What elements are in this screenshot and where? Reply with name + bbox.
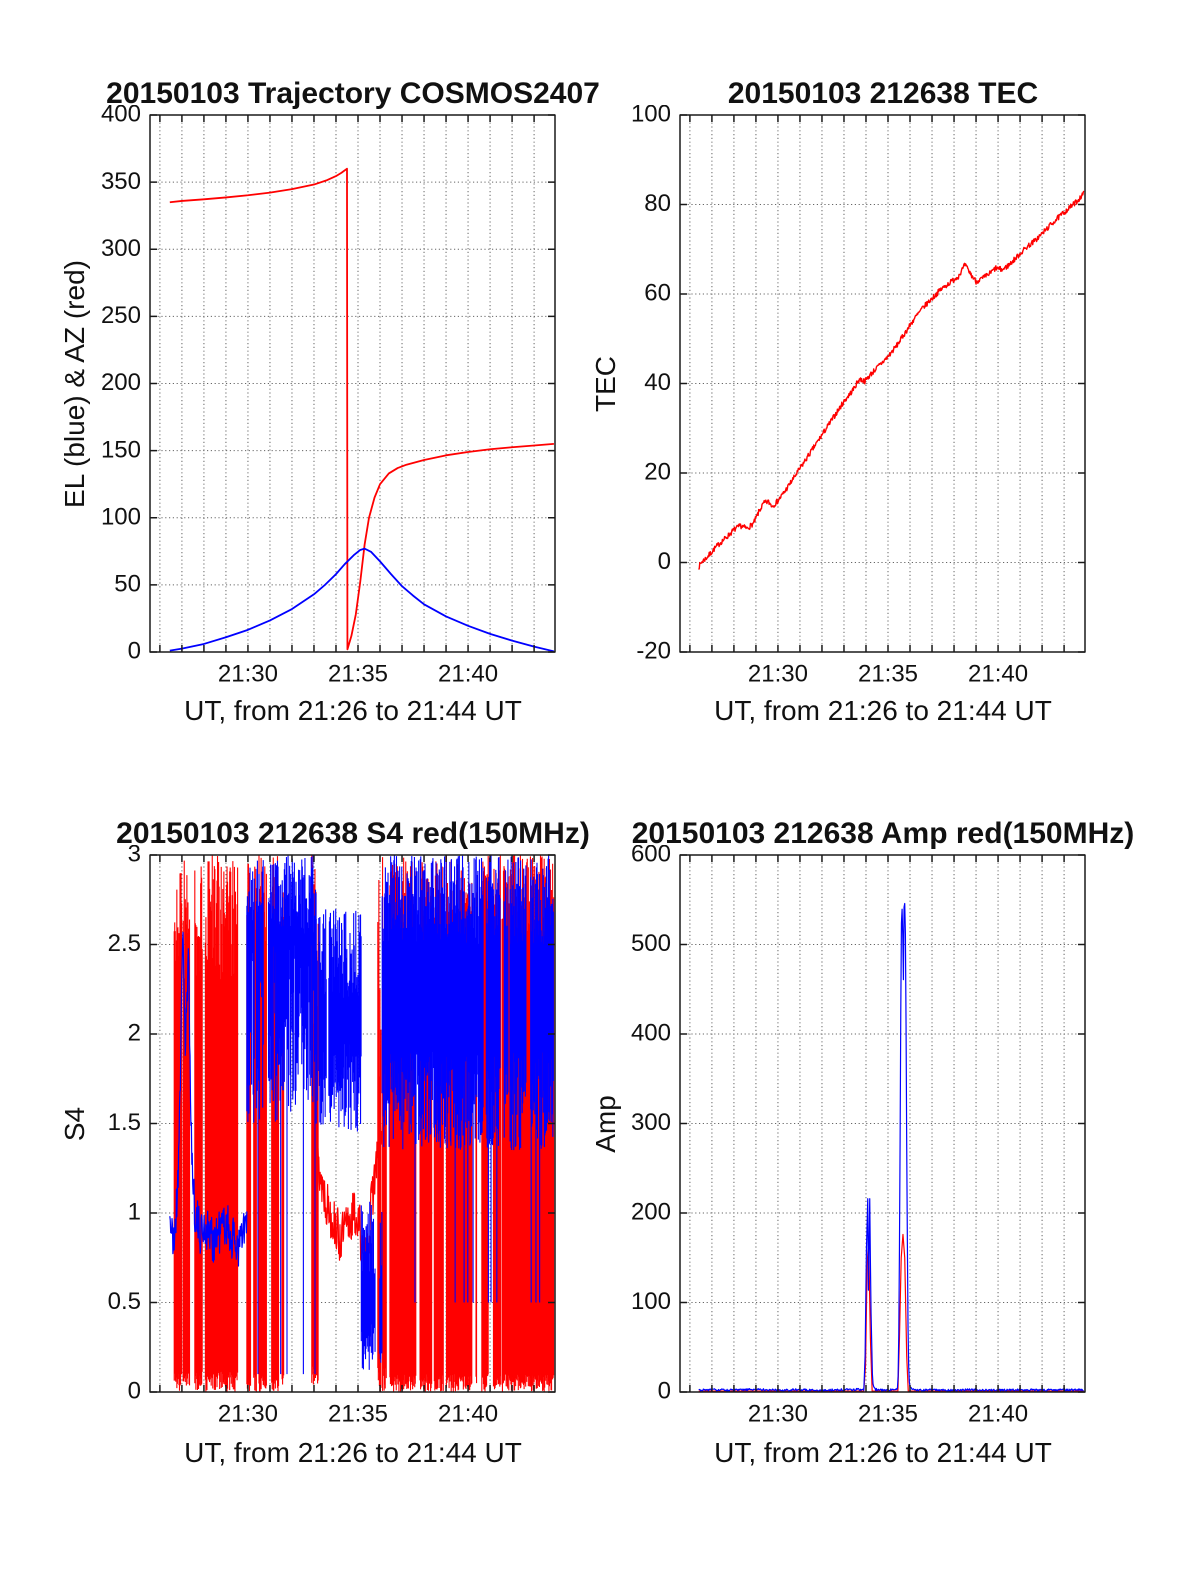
tec-x-axis-label: UT, from 21:26 to 21:44 UT xyxy=(714,695,1052,726)
trajectory-x-axis-label: UT, from 21:26 to 21:44 UT xyxy=(184,695,522,726)
s4-chart-canvas xyxy=(60,845,580,1445)
s4-chart-title: 20150103 212638 S4 red(150MHz) xyxy=(116,817,590,850)
tec-chart-title: 20150103 212638 TEC xyxy=(727,77,1039,110)
amp-chart-title: 20150103 212638 Amp red(150MHz) xyxy=(631,817,1135,850)
trajectory-chart-title: 20150103 Trajectory COSMOS2407 xyxy=(106,77,600,110)
amp-chart-canvas xyxy=(590,845,1110,1445)
trajectory-chart-canvas xyxy=(60,105,580,705)
tec-chart-canvas xyxy=(590,105,1110,705)
s4-x-axis-label: UT, from 21:26 to 21:44 UT xyxy=(184,1437,522,1468)
amp-x-axis-label: UT, from 21:26 to 21:44 UT xyxy=(714,1437,1052,1468)
